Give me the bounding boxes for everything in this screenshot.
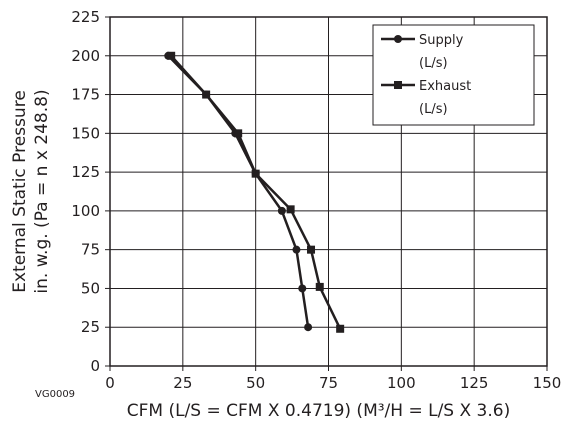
data-point-1 <box>307 245 316 254</box>
y-tick-label: 200 <box>71 47 100 65</box>
data-point-1 <box>315 282 324 291</box>
legend-sublabel-0: (L/s) <box>419 56 448 71</box>
legend-label-0: Supply <box>419 33 464 48</box>
plot-frame <box>109 16 548 367</box>
data-point-1 <box>167 51 176 60</box>
x-tick-label: 0 <box>105 374 115 392</box>
y-tick-labels: 0 25 50 75 100 125 150 175 200 225 <box>71 8 100 375</box>
series-line-1 <box>170 54 342 330</box>
legend-marker-0 <box>394 35 402 43</box>
y-tick-label: 25 <box>81 318 100 336</box>
legend-marker-1 <box>394 81 402 89</box>
y-tick-label: 100 <box>71 202 100 220</box>
y-tick-label: 75 <box>81 241 100 259</box>
y-axis-title-line2: in. w.g. (Pa = n x 248.8) <box>32 89 52 293</box>
data-point-1 <box>336 324 345 333</box>
y-tick-label: 125 <box>71 163 100 181</box>
legend-label-1: Exhaust <box>419 79 471 94</box>
series-layer <box>164 51 345 333</box>
y-axis-title-line1: External Static Pressure <box>10 90 30 293</box>
x-tick-label: 50 <box>246 374 265 392</box>
x-tick-label: 25 <box>173 374 192 392</box>
data-point-0 <box>277 206 286 215</box>
data-point-1 <box>234 129 243 138</box>
data-point-0 <box>292 245 301 254</box>
x-axis-title: CFM (L/S = CFM X 0.4719) (M³/H = L/S X 3… <box>127 401 510 421</box>
x-tick-label: 125 <box>460 374 489 392</box>
y-tick-label: 175 <box>71 86 100 104</box>
data-point-1 <box>286 205 295 214</box>
data-point-1 <box>251 169 260 178</box>
y-tick-label: 225 <box>71 8 100 26</box>
figure-code: VG0009 <box>35 389 75 400</box>
x-tick-labels: 0 25 50 75 100 125 150 <box>105 374 561 392</box>
x-tick-label: 75 <box>319 374 338 392</box>
x-tick-label: 100 <box>387 374 416 392</box>
y-tick-label: 50 <box>81 279 100 297</box>
series-line-0 <box>167 54 310 328</box>
legend: Supply (L/s) Exhaust (L/s) <box>372 24 535 126</box>
y-tick-label: 0 <box>90 357 100 375</box>
data-point-0 <box>304 323 313 332</box>
data-point-0 <box>298 284 307 293</box>
data-point-1 <box>202 90 211 99</box>
x-tick-label: 150 <box>533 374 562 392</box>
y-tick-label: 150 <box>71 124 100 142</box>
legend-sublabel-1: (L/s) <box>419 102 448 117</box>
